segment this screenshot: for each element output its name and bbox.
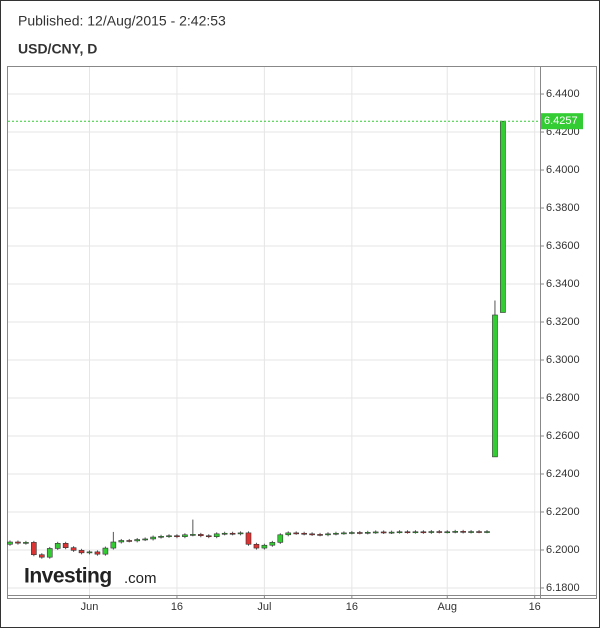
candle-body [436, 531, 443, 533]
candle-body [126, 540, 133, 542]
y-tick-label: 6.3800 [546, 202, 580, 214]
candle-body [118, 540, 125, 543]
x-tick-label: Jul [257, 601, 271, 613]
candle-body [269, 542, 276, 546]
candle-body [158, 535, 164, 538]
candle-body [380, 531, 387, 534]
candle-body [15, 541, 21, 544]
candle-body [293, 532, 300, 535]
y-tick-label: 6.1800 [546, 582, 580, 594]
candle-body [325, 533, 331, 536]
candle-body [38, 554, 45, 558]
candle-body [23, 542, 29, 544]
plot-frame [7, 66, 597, 599]
candle-body [452, 531, 459, 533]
y-tick-label: 6.2400 [546, 468, 580, 480]
candle-body [460, 531, 466, 533]
candle-body [372, 531, 379, 534]
published: Published: 12/Aug/2015 - 2:42:53 [18, 13, 226, 29]
y-tick-label: 6.3600 [546, 240, 580, 252]
candle-body [412, 531, 419, 534]
candle-body [213, 533, 220, 537]
candle-body [388, 531, 395, 534]
candle-body [317, 534, 323, 536]
x-tick-label: Aug [437, 601, 457, 613]
candle-body [261, 544, 268, 549]
candle-body [492, 314, 498, 458]
candle-body [349, 532, 355, 534]
candle-body [150, 536, 156, 540]
candle-body [396, 531, 403, 534]
candle-body [428, 531, 435, 533]
candle-body [301, 532, 307, 535]
y-tick-label: 6.2800 [546, 392, 580, 404]
x-tick-label: 16 [529, 601, 541, 613]
candle-body [341, 532, 347, 535]
candle-body [102, 547, 109, 555]
x-tick-label: Jun [81, 601, 99, 613]
y-tick-label: 6.4400 [546, 88, 580, 100]
candle-body [221, 532, 228, 535]
y-tick-label: 6.2000 [546, 544, 580, 556]
candle-body [468, 531, 474, 533]
y-tick-label: 6.3400 [546, 278, 580, 290]
candle-body [94, 551, 101, 555]
candles: 6.4257 [7, 113, 583, 559]
candle-body [404, 531, 411, 534]
x-tick-label: 16 [346, 601, 358, 613]
grid: 6.1800 6.2000 6.2200 6.2400 6.2600 6.2800 6.30… [8, 67, 580, 613]
y-tick-label: 6.2200 [546, 506, 580, 518]
chart-title: USD/CNY, D [18, 41, 97, 57]
candle-body [46, 548, 53, 558]
candle-body [253, 543, 260, 549]
candle-body [309, 533, 315, 536]
candle-body [420, 531, 427, 534]
candle-body [229, 532, 236, 535]
candle-body [54, 543, 61, 549]
candle-body [444, 531, 451, 534]
candle-body [356, 532, 363, 534]
candle-body [205, 535, 212, 538]
candle-body [364, 532, 371, 534]
y-tick-label: 6.3200 [546, 316, 580, 328]
candle-body [110, 541, 117, 549]
candle-body [31, 542, 37, 556]
x-tick-label: 16 [171, 601, 183, 613]
candle-body [484, 531, 490, 533]
candle-body [333, 532, 339, 535]
y-tick-label: 6.3000 [546, 354, 580, 366]
logo-name: Investing [24, 565, 112, 588]
candle-body [78, 550, 85, 554]
last-price-box [541, 113, 583, 130]
candle-body [142, 538, 148, 541]
candle-body [190, 534, 196, 536]
candle-body [245, 532, 252, 545]
last-price-label: 6.4257 [544, 115, 578, 127]
candle-body [166, 535, 172, 538]
candle-body [174, 535, 180, 538]
y-tick-label: 6.4000 [546, 164, 580, 176]
candle-body [62, 543, 69, 548]
candle-body [182, 534, 188, 537]
logo-suffix: .com [124, 570, 157, 587]
candle-body [277, 534, 284, 543]
candle-body [7, 541, 13, 545]
candle-body [500, 120, 506, 313]
candle-body [86, 551, 93, 554]
y-tick-label: 6.2600 [546, 430, 580, 442]
candle-body [134, 539, 140, 542]
candle-body [198, 534, 204, 537]
candle-body [285, 532, 292, 536]
candle-body [476, 531, 482, 533]
candle-body [70, 547, 77, 551]
candle-body [237, 532, 244, 535]
